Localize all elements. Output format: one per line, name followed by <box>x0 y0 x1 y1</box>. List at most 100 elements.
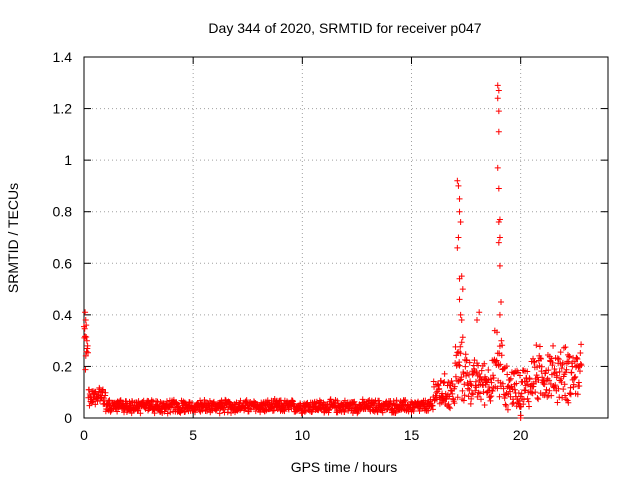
data-point <box>497 361 504 368</box>
data-point <box>496 234 503 241</box>
data-point <box>487 397 494 404</box>
data-point <box>495 108 502 115</box>
data-point <box>495 185 502 192</box>
data-point <box>556 368 563 375</box>
data-point <box>545 367 552 374</box>
data-point <box>83 322 90 329</box>
data-point <box>455 234 462 241</box>
data-point <box>474 393 481 400</box>
data-point <box>548 355 555 362</box>
data-point <box>379 409 386 416</box>
data-point <box>504 371 511 378</box>
data-point <box>510 399 517 406</box>
data-point <box>327 396 334 403</box>
data-point <box>562 369 569 376</box>
data-point <box>478 367 485 374</box>
data-point <box>572 373 579 380</box>
data-point <box>546 387 553 394</box>
data-point <box>490 372 497 379</box>
data-point <box>513 380 520 387</box>
data-point <box>82 317 89 324</box>
data-point <box>457 350 464 357</box>
data-point <box>563 366 570 373</box>
data-point <box>469 371 476 378</box>
data-point <box>560 386 567 393</box>
data-point <box>82 309 89 316</box>
data-point <box>520 401 527 408</box>
x-tick-label: 10 <box>295 427 311 443</box>
data-point <box>578 362 585 369</box>
data-point <box>86 386 93 393</box>
data-point <box>535 396 542 403</box>
data-point <box>454 244 461 251</box>
data-point <box>558 379 565 386</box>
data-point <box>285 406 292 413</box>
data-point <box>481 360 488 367</box>
x-tick-label: 5 <box>189 427 197 443</box>
data-point <box>488 393 495 400</box>
data-point <box>561 381 568 388</box>
data-point <box>157 399 164 406</box>
data-point <box>494 329 501 336</box>
data-point <box>557 349 564 356</box>
data-point <box>573 354 580 361</box>
data-point <box>511 386 518 393</box>
data-point <box>456 362 463 369</box>
tick-labels: 0 5 10 15 20 0 0.2 0.4 0.6 0.8 1 1.2 1.4 <box>53 49 529 443</box>
data-point <box>430 378 437 385</box>
data-point <box>465 393 472 400</box>
x-tick-label: 0 <box>80 427 88 443</box>
data-point <box>495 87 502 94</box>
data-point <box>569 363 576 370</box>
data-point <box>528 389 535 396</box>
data-point <box>526 376 533 383</box>
data-point <box>456 296 463 303</box>
data-point <box>341 408 348 415</box>
data-point <box>554 399 561 406</box>
data-point <box>83 337 90 344</box>
data-point <box>537 355 544 362</box>
data-point <box>216 410 223 417</box>
data-point <box>458 317 465 324</box>
data-point <box>456 275 463 282</box>
y-tick-label: 1 <box>64 152 72 168</box>
data-point <box>538 363 545 370</box>
data-point <box>452 373 459 380</box>
data-point <box>164 410 171 417</box>
data-point <box>566 353 573 360</box>
data-point <box>440 379 447 386</box>
data-point <box>542 370 549 377</box>
data-point <box>521 387 528 394</box>
data-point <box>530 355 537 362</box>
data-point <box>257 409 264 416</box>
data-point <box>503 402 510 409</box>
data-point <box>520 367 527 374</box>
data-point <box>248 406 255 413</box>
data-point <box>82 352 89 359</box>
data-point <box>568 369 575 376</box>
data-point <box>515 400 522 407</box>
data-point <box>544 393 551 400</box>
x-tick-label: 20 <box>513 427 529 443</box>
data-point <box>554 372 561 379</box>
data-point <box>151 410 158 417</box>
data-point <box>501 395 508 402</box>
data-point <box>436 385 443 392</box>
data-point <box>516 372 523 379</box>
y-axis-label: SRMTID / TECUs <box>5 183 21 293</box>
data-point <box>534 395 541 402</box>
data-point <box>455 361 462 368</box>
data-point <box>574 391 581 398</box>
data-point <box>99 386 106 393</box>
data-point <box>471 357 478 364</box>
data-point <box>454 177 461 184</box>
data-point <box>459 334 466 341</box>
data-point <box>550 342 557 349</box>
data-point <box>576 382 583 389</box>
data-point <box>85 349 92 356</box>
data-point <box>570 381 577 388</box>
data-point <box>533 342 540 349</box>
data-point <box>453 352 460 359</box>
data-point <box>114 408 121 415</box>
data-point <box>83 348 90 355</box>
